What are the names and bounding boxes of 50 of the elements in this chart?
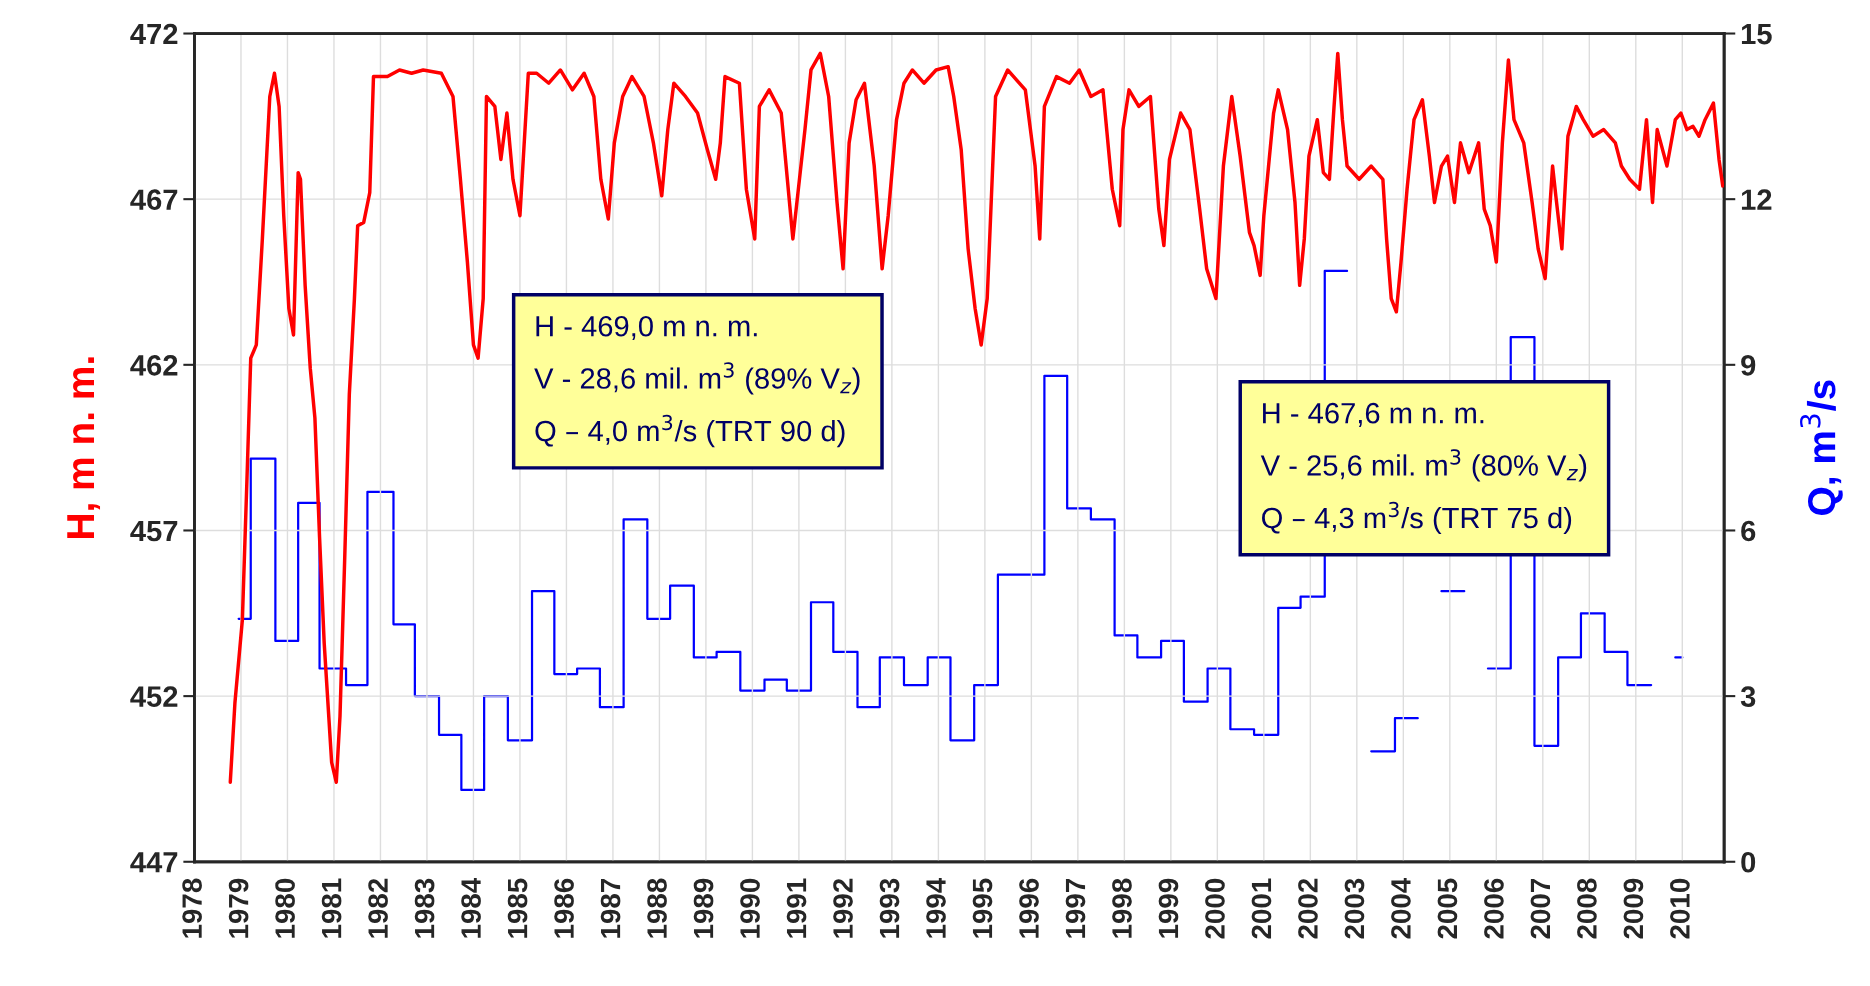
y-tick-label: 467 bbox=[130, 189, 178, 211]
y-axis-title: H, m n. m. bbox=[67, 357, 101, 538]
x-tick-label: 2004 bbox=[1391, 877, 1411, 939]
x-tick-label: 2008 bbox=[1577, 878, 1597, 939]
x-tick-label: 2009 bbox=[1623, 878, 1644, 939]
y-tick-label: 447 bbox=[130, 852, 178, 873]
y-tick-label: 457 bbox=[130, 520, 178, 542]
x-tick-label: 1988 bbox=[647, 878, 667, 938]
y2-tick-label: 12 bbox=[1741, 189, 1772, 210]
x-tick-label: 1995 bbox=[972, 878, 993, 938]
x-tick-label: 2006 bbox=[1484, 878, 1504, 939]
x-tick-label: 1989 bbox=[693, 878, 714, 938]
x-tick-label: 1996 bbox=[1019, 878, 1039, 938]
x-tick-label: 2002 bbox=[1298, 878, 1318, 939]
x-tick-label: 1980 bbox=[275, 878, 295, 938]
line-series bbox=[228, 51, 1725, 784]
y-tick-label: 472 bbox=[130, 23, 178, 45]
x-tick-label: 1979 bbox=[228, 878, 249, 938]
text: H - 467,6 m n. m. V - 25,6 mil. m$^{3}$ (80% V$_{z}$) Q – 4,3 m$^{3}$/s (TRT 75 d) bbox=[1260, 402, 1587, 535]
x-tick-label: 1983 bbox=[414, 878, 435, 938]
x-tick-label: 2005 bbox=[1437, 878, 1458, 939]
x-tick-label: 1985 bbox=[507, 878, 528, 938]
x-tick-label: 1984 bbox=[461, 877, 481, 938]
x-tick-label: 1987 bbox=[600, 878, 621, 938]
x-tick-label: 2001 bbox=[1251, 878, 1272, 939]
x-tick-label: 1978 bbox=[182, 878, 202, 938]
x-tick-label: 1992 bbox=[833, 878, 853, 938]
x-tick-label: 2003 bbox=[1344, 878, 1365, 939]
y2-tick-label: 3 bbox=[1740, 686, 1756, 708]
x-tick-label: 1999 bbox=[1158, 878, 1179, 938]
x-tick-label: 1994 bbox=[926, 877, 946, 938]
x-tick-label: 1991 bbox=[786, 878, 807, 938]
y2-tick-label: 15 bbox=[1741, 24, 1772, 45]
x-tick-label: 1997 bbox=[1065, 878, 1086, 938]
y-tick-label: 452 bbox=[130, 686, 178, 707]
y2-axis-title: Q, m$^{3}$/s bbox=[1800, 380, 1843, 515]
x-tick-label: 2007 bbox=[1530, 878, 1551, 939]
x-tick-label: 1990 bbox=[740, 878, 760, 938]
x-tick-label: 2000 bbox=[1205, 878, 1225, 939]
x-tick-label: 1981 bbox=[321, 878, 342, 938]
x-tick-label: 1998 bbox=[1112, 878, 1132, 938]
y2-tick-label: 0 bbox=[1741, 851, 1756, 873]
y2-tick-label: 9 bbox=[1741, 355, 1756, 376]
y2-tick-label: 6 bbox=[1741, 520, 1756, 542]
x-tick-label: 1982 bbox=[368, 878, 388, 938]
x-tick-label: 1986 bbox=[554, 878, 574, 938]
x-tick-label: 1993 bbox=[879, 878, 900, 938]
y-tick-label: 462 bbox=[130, 355, 178, 376]
text: H - 469,0 m n. m. V - 28,6 mil. m$^{3}$ (89% V$_{z}$) Q – 4,0 m$^{3}$/s (TRT 90 d) bbox=[534, 315, 860, 448]
x-tick-label: 2010 bbox=[1670, 878, 1690, 939]
